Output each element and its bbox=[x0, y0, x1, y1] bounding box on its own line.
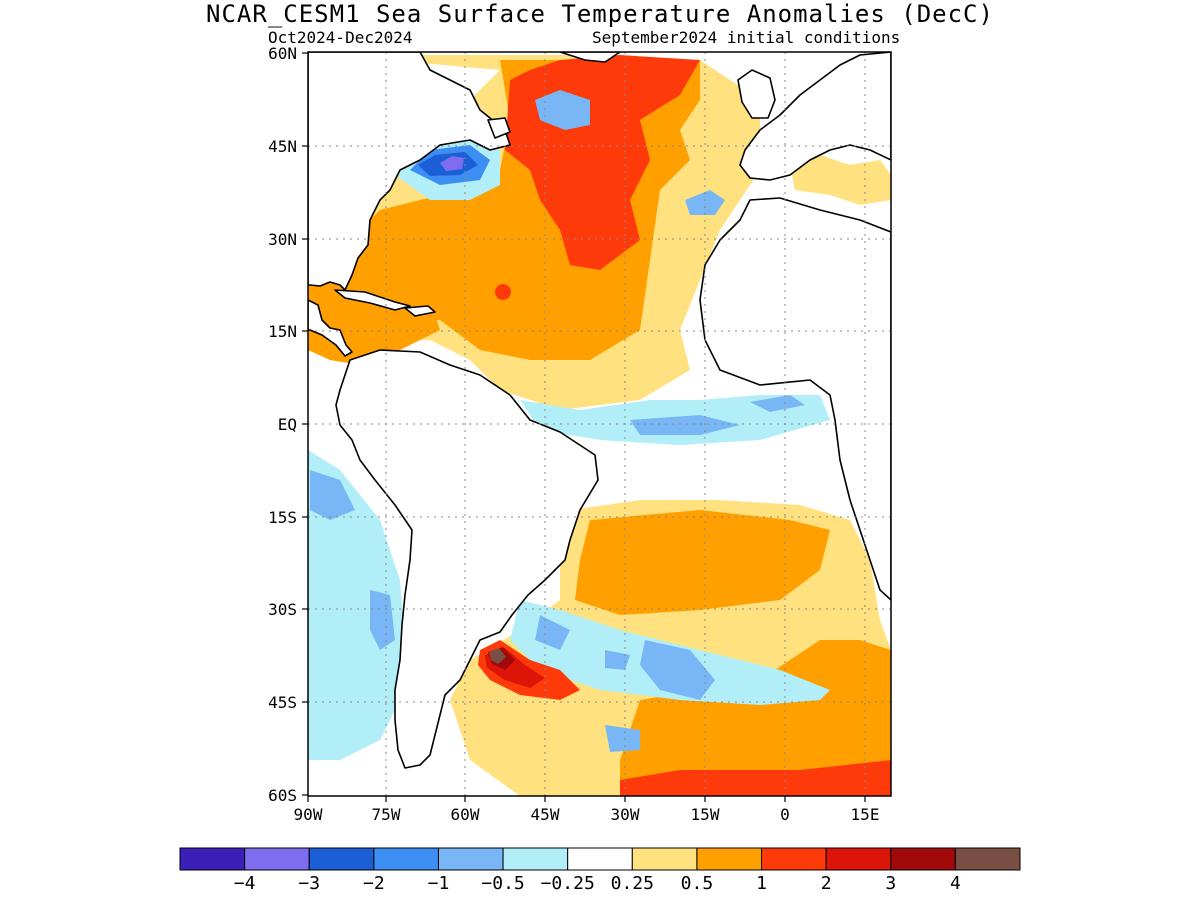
colorbar-labels: −4 −3 −2 −1 −0.5 −0.25 0.25 0.5 1 2 3 4 bbox=[234, 873, 961, 894]
hispaniola-land bbox=[404, 305, 436, 317]
anomaly-field bbox=[308, 52, 891, 796]
lat-label: 15N bbox=[268, 322, 297, 341]
axis-ticks bbox=[302, 52, 866, 802]
lon-label: 15W bbox=[691, 805, 720, 824]
lat-label: 60N bbox=[268, 44, 297, 63]
colorbar-label: 3 bbox=[885, 873, 896, 894]
subtropical-warm-spot bbox=[495, 284, 511, 300]
colorbar-label: 0.25 bbox=[611, 873, 654, 894]
colorbar-label: −1 bbox=[428, 873, 450, 894]
lon-label: 75W bbox=[372, 805, 401, 824]
lat-label: 45S bbox=[268, 693, 297, 712]
colorbar-label: 0.5 bbox=[681, 873, 714, 894]
colorbar-swatch bbox=[631, 847, 698, 871]
initial-conditions-label: September2024 initial conditions bbox=[592, 28, 901, 47]
colorbar-label: 4 bbox=[950, 873, 961, 894]
lat-label: 30S bbox=[268, 600, 297, 619]
equatorial-cool-2 bbox=[630, 395, 805, 435]
forecast-period: Oct2024-Dec2024 bbox=[268, 28, 413, 47]
mediterranean-warm bbox=[790, 155, 891, 205]
lon-label: 0 bbox=[780, 805, 790, 824]
colorbar-label: 2 bbox=[821, 873, 832, 894]
north-atlantic-cool-patch bbox=[535, 90, 590, 130]
africa-land bbox=[699, 197, 891, 601]
lon-label: 60W bbox=[451, 805, 480, 824]
colorbar-swatch bbox=[437, 847, 504, 871]
cuba-land bbox=[334, 289, 411, 311]
lat-label: EQ bbox=[278, 415, 297, 434]
lat-label: 30N bbox=[268, 230, 297, 249]
colorbar-label: −0.25 bbox=[541, 873, 595, 894]
south-atlantic-cool-2 bbox=[535, 615, 715, 752]
south-america-land bbox=[335, 349, 599, 769]
south-atlantic-warm-3 bbox=[620, 640, 891, 796]
colorbar-label: −2 bbox=[363, 873, 385, 894]
lon-label: 90W bbox=[294, 805, 323, 824]
south-atlantic-warm-2 bbox=[575, 510, 830, 615]
lon-label: 30W bbox=[611, 805, 640, 824]
newfoundland-land bbox=[487, 117, 511, 139]
lat-label: 45N bbox=[268, 137, 297, 156]
longitude-labels: 90W 75W 60W 45W 30W 15W 0 15E bbox=[294, 805, 880, 824]
colorbar-swatch bbox=[761, 847, 827, 871]
lat-label: 15S bbox=[268, 508, 297, 527]
latitude-labels: 60N 45N 30N 15N EQ 15S 30S 45S 60S bbox=[268, 44, 297, 805]
coastlines bbox=[308, 52, 891, 769]
lon-label: 45W bbox=[531, 805, 560, 824]
la-plata-warm-4 bbox=[489, 648, 506, 664]
central-america-land bbox=[308, 299, 353, 357]
british-isles-land bbox=[737, 69, 776, 119]
lat-label: 60S bbox=[268, 786, 297, 805]
colorbar-swatch bbox=[244, 847, 310, 871]
colorbar-swatch bbox=[890, 847, 956, 871]
colorbar-label: −3 bbox=[298, 873, 320, 894]
colorbar-label: −4 bbox=[234, 873, 256, 894]
north-america-land bbox=[308, 52, 511, 291]
colorbar-swatch bbox=[567, 847, 633, 871]
colorbar-label: −0.5 bbox=[481, 873, 524, 894]
east-pacific-cool-2 bbox=[310, 470, 395, 650]
east-atlantic-cool-patch bbox=[685, 190, 725, 215]
map-title: NCAR_CESM1 Sea Surface Temperature Anoma… bbox=[206, 0, 994, 28]
colorbar-swatch bbox=[502, 847, 569, 871]
southern-ocean-warm-3 bbox=[620, 760, 891, 796]
colorbar-swatch bbox=[954, 847, 1021, 871]
greenland-south-land bbox=[559, 52, 621, 63]
colorbar-swatch bbox=[825, 847, 892, 871]
colorbar-swatch bbox=[179, 847, 246, 871]
graticule bbox=[308, 52, 891, 796]
lon-label: 15E bbox=[851, 805, 880, 824]
colorbar-label: 1 bbox=[756, 873, 767, 894]
east-pacific-cool-1 bbox=[308, 450, 405, 760]
colorbar-swatch bbox=[696, 847, 763, 871]
colorbar-swatch bbox=[308, 847, 375, 871]
colorbar bbox=[179, 847, 1021, 871]
colorbar-swatch bbox=[373, 847, 439, 871]
europe-land bbox=[739, 52, 891, 181]
nw-atlantic-cool-4 bbox=[440, 156, 464, 171]
